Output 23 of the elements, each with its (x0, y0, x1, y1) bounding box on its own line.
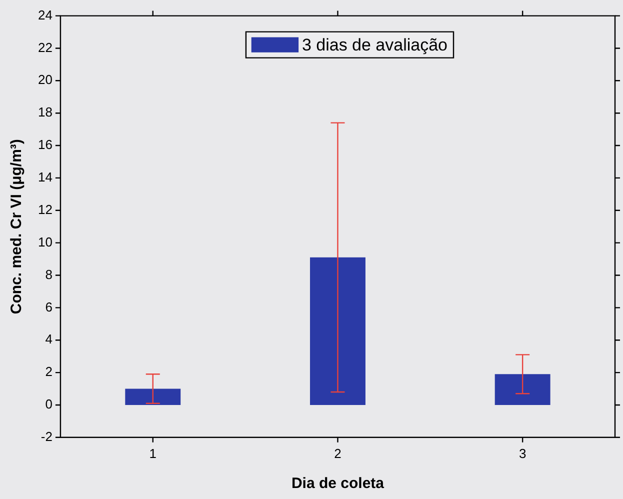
y-tick-label: 14 (38, 170, 52, 185)
x-tick-label: 3 (518, 446, 526, 461)
x-axis-title: Dia de coleta (291, 475, 385, 492)
y-tick-label: 10 (38, 234, 52, 250)
y-tick-label: 18 (38, 104, 52, 120)
y-tick-label: 4 (45, 332, 52, 347)
y-axis-title: Conc. med. Cr VI (μg/m³) (8, 139, 26, 314)
bar (310, 257, 366, 405)
y-tick-label: 22 (38, 40, 52, 55)
y-tick-label: 20 (38, 72, 52, 88)
bar (125, 388, 181, 405)
y-tick-label: 2 (45, 364, 52, 380)
y-tick-label: 24 (38, 7, 52, 22)
bar (494, 374, 550, 405)
y-tick-label: 0 (45, 396, 52, 412)
y-tick-label: -2 (40, 428, 52, 444)
x-tick-label: 2 (334, 446, 342, 461)
y-tick-label: 12 (38, 202, 52, 217)
y-tick-label: 16 (38, 137, 52, 152)
legend-label: 3 dias de avaliação (302, 35, 448, 54)
y-tick-label: 8 (45, 266, 52, 282)
x-tick-label: 1 (149, 446, 156, 461)
y-tick-label: 6 (45, 299, 52, 314)
